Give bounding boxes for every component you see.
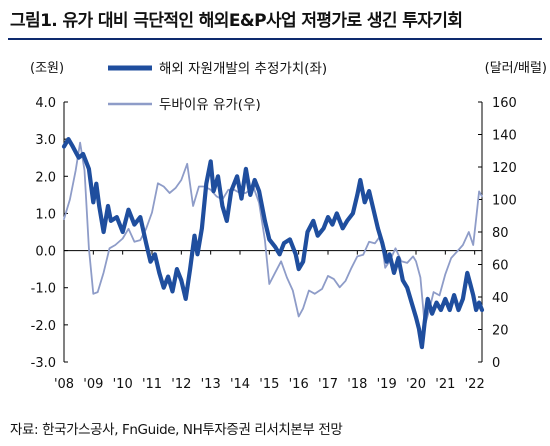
left-tick-label: 2.0 (35, 170, 56, 185)
x-tick-label: '16 (289, 377, 309, 392)
x-tick-label: '10 (113, 377, 133, 392)
x-tick-label: '17 (318, 377, 338, 392)
x-tick-label: '19 (377, 377, 397, 392)
x-tick-label: '11 (142, 377, 162, 392)
left-tick-label: 4.0 (35, 96, 56, 111)
left-axis-unit: (조원) (30, 61, 64, 76)
legend-label-dubai-oil: 두바이유 유가(우) (159, 97, 261, 113)
right-tick-label: 160 (492, 96, 517, 111)
right-tick-label: 0 (492, 356, 500, 371)
right-tick-label: 100 (492, 194, 517, 209)
legend: 해외 자원개발의 추정가치(좌) 두바이유 유가(우) (108, 61, 327, 113)
x-tick-label: '18 (347, 377, 367, 392)
x-tick-label: '12 (171, 377, 191, 392)
dubai-oil-line (63, 141, 483, 328)
left-tick-label: -2.0 (31, 319, 56, 334)
source-note: 자료: 한국가스공사, FnGuide, NH투자증권 리서치본부 전망 (10, 422, 343, 438)
left-tick-label: -1.0 (31, 282, 56, 297)
right-axis-unit: (달러/배럴) (485, 61, 547, 76)
right-tick-label: 20 (492, 324, 509, 339)
left-tick-label: 3.0 (35, 133, 56, 148)
x-tick-label: '22 (465, 377, 485, 392)
x-tick-label: '15 (259, 377, 279, 392)
x-tick-label: '13 (201, 377, 221, 392)
right-tick-label: 40 (492, 291, 509, 306)
right-tick-label: 60 (492, 259, 509, 274)
right-tick-label: 140 (492, 129, 517, 144)
x-tick-label: '21 (435, 377, 455, 392)
left-tick-label: 1.0 (35, 207, 56, 222)
title-rule (8, 38, 542, 40)
right-tick-label: 80 (492, 226, 509, 241)
x-tick-label: '09 (83, 377, 103, 392)
legend-label-estimated-value: 해외 자원개발의 추정가치(좌) (159, 61, 327, 77)
left-tick-label: 0.0 (35, 245, 56, 260)
left-tick-label: -3.0 (31, 356, 56, 371)
estimated-value-line (61, 137, 485, 350)
x-tick-label: '20 (406, 377, 426, 392)
figure-title: 그림1. 유가 대비 극단적인 해외E&P사업 저평가로 생긴 투자기회 (10, 11, 463, 31)
x-tick-label: '14 (230, 377, 250, 392)
x-tick-label: '08 (54, 377, 74, 392)
right-tick-label: 120 (492, 161, 517, 176)
